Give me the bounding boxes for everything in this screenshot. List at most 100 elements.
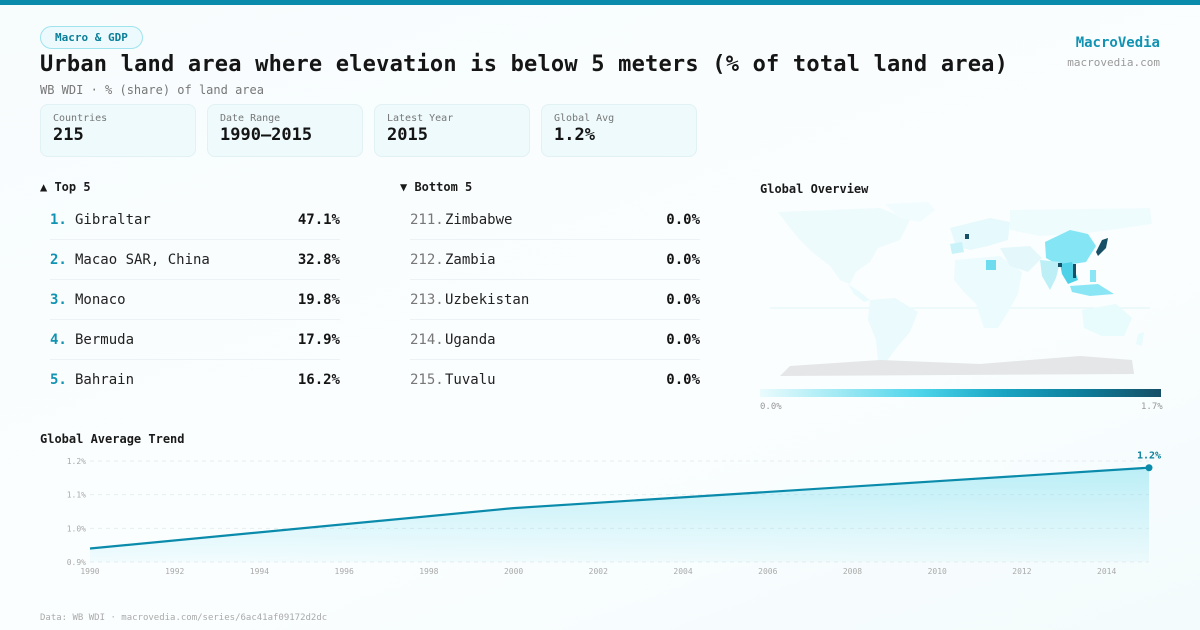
x-tick-label: 1990 bbox=[80, 567, 99, 576]
rank: 5. bbox=[50, 372, 67, 388]
stat-card-latest-year: Latest Year 2015 bbox=[374, 104, 530, 157]
rank: 211. bbox=[410, 211, 444, 228]
world-map[interactable] bbox=[760, 200, 1160, 380]
y-tick-label: 1.1% bbox=[67, 491, 86, 500]
stat-value: 1990–2015 bbox=[220, 125, 313, 145]
scale-min-label: 0.0% bbox=[760, 402, 782, 412]
x-tick-label: 2006 bbox=[758, 567, 777, 576]
country-value: 16.2% bbox=[297, 372, 340, 388]
top5-item[interactable]: 2. Macao SAR, China 32.8% bbox=[50, 240, 340, 280]
y-tick-label: 1.2% bbox=[67, 457, 86, 466]
region-india[interactable] bbox=[1040, 260, 1060, 290]
stat-label: Global Avg bbox=[554, 113, 615, 124]
map-title: Global Overview bbox=[760, 182, 869, 196]
rank: 215. bbox=[410, 372, 444, 388]
region-australia[interactable] bbox=[1082, 304, 1132, 336]
region-china[interactable] bbox=[1045, 230, 1096, 266]
x-tick-label: 2008 bbox=[843, 567, 862, 576]
x-tick-label: 1996 bbox=[335, 567, 354, 576]
y-tick-label: 0.9% bbox=[67, 558, 86, 567]
stat-label: Countries bbox=[53, 113, 108, 124]
country-value: 47.1% bbox=[297, 211, 340, 228]
country-value: 32.8% bbox=[297, 251, 340, 268]
region-antarctica[interactable] bbox=[780, 356, 1134, 376]
top5-item[interactable]: 4. Bermuda 17.9% bbox=[50, 320, 340, 360]
brand-name: MacroVedia bbox=[1075, 35, 1160, 51]
rank: 2. bbox=[50, 251, 67, 268]
trend-title: Global Average Trend bbox=[40, 432, 185, 446]
x-tick-label: 2012 bbox=[1012, 567, 1031, 576]
x-tick-label: 2000 bbox=[504, 567, 523, 576]
region-iberia[interactable] bbox=[950, 242, 964, 254]
bottom5-item[interactable]: 211. Zimbabwe 0.0% bbox=[410, 200, 700, 240]
country-name: Uzbekistan bbox=[445, 291, 530, 308]
stats-row: Countries 215 Date Range 1990–2015 Lates… bbox=[40, 104, 697, 157]
stat-label: Latest Year bbox=[387, 113, 454, 124]
rank: 212. bbox=[410, 251, 444, 268]
stat-label: Date Range bbox=[220, 113, 281, 124]
brand[interactable]: MacroVedia macrovedia.com bbox=[1067, 35, 1160, 69]
page-subtitle: WB WDI · % (share) of land area bbox=[40, 83, 264, 97]
rank: 213. bbox=[410, 291, 444, 308]
bottom5-item[interactable]: 212. Zambia 0.0% bbox=[410, 240, 700, 280]
top5-item[interactable]: 5. Bahrain 16.2% bbox=[50, 360, 340, 400]
footer-source: Data: WB WDI · macrovedia.com/series/6ac… bbox=[40, 613, 328, 623]
map-color-scale bbox=[760, 389, 1161, 397]
region-russia[interactable] bbox=[1010, 208, 1152, 236]
region-central-america[interactable] bbox=[848, 284, 870, 302]
trend-end-label: 1.2% bbox=[1137, 451, 1161, 462]
trend-end-point[interactable] bbox=[1145, 464, 1153, 472]
rank: 3. bbox=[50, 291, 67, 308]
region-japan[interactable] bbox=[1096, 238, 1108, 256]
y-tick-label: 1.0% bbox=[67, 524, 86, 533]
country-name: Macao SAR, China bbox=[75, 251, 210, 268]
bottom5-item[interactable]: 214. Uganda 0.0% bbox=[410, 320, 700, 360]
stat-card-date-range: Date Range 1990–2015 bbox=[207, 104, 363, 157]
bottom5-item[interactable]: 215. Tuvalu 0.0% bbox=[410, 360, 700, 400]
country-name: Zimbabwe bbox=[445, 211, 513, 228]
x-tick-label: 1992 bbox=[165, 567, 184, 576]
region-new-zealand[interactable] bbox=[1136, 332, 1144, 346]
rank: 214. bbox=[410, 331, 444, 348]
trend-line bbox=[89, 466, 1150, 550]
country-name: Bahrain bbox=[75, 372, 135, 388]
region-netherlands[interactable] bbox=[965, 234, 969, 239]
stat-card-global-avg: Global Avg 1.2% bbox=[541, 104, 697, 157]
x-tick-label: 1998 bbox=[419, 567, 438, 576]
region-vietnam[interactable] bbox=[1073, 264, 1076, 278]
bottom5-list: ▼ Bottom 5 211. Zimbabwe 0.0% 212. Zambia 0.0… bbox=[400, 180, 700, 400]
x-tick-label: 2002 bbox=[589, 567, 608, 576]
region-south-america[interactable] bbox=[868, 298, 918, 362]
brand-url: macrovedia.com bbox=[1067, 56, 1160, 69]
stat-value: 1.2% bbox=[554, 125, 595, 145]
country-value: 0.0% bbox=[666, 251, 700, 268]
region-greenland[interactable] bbox=[885, 202, 935, 222]
top5-item[interactable]: 3. Monaco 19.8% bbox=[50, 280, 340, 320]
stat-value: 2015 bbox=[387, 125, 428, 145]
region-middle-east[interactable] bbox=[1000, 246, 1042, 272]
region-north-america[interactable] bbox=[778, 208, 910, 284]
country-name: Bermuda bbox=[75, 331, 135, 348]
stat-card-countries: Countries 215 bbox=[40, 104, 196, 157]
top5-list: ▲ Top 5 1. Gibraltar 47.1% 2. Macao SAR, Chi… bbox=[40, 180, 340, 400]
region-africa[interactable] bbox=[954, 256, 1022, 328]
region-egypt[interactable] bbox=[986, 260, 996, 270]
category-badge[interactable]: Macro & GDP bbox=[40, 26, 143, 49]
top5-item[interactable]: 1. Gibraltar 47.1% bbox=[50, 200, 340, 240]
country-name: Gibraltar bbox=[75, 211, 151, 228]
top5-heading: ▲ Top 5 bbox=[40, 180, 91, 194]
country-value: 19.8% bbox=[297, 291, 340, 308]
country-name: Uganda bbox=[445, 331, 496, 348]
region-europe[interactable] bbox=[950, 218, 1010, 250]
country-name: Monaco bbox=[75, 291, 126, 308]
country-value: 17.9% bbox=[297, 331, 340, 348]
country-name: Zambia bbox=[445, 251, 496, 268]
region-indonesia[interactable] bbox=[1070, 284, 1114, 296]
stat-value: 215 bbox=[53, 125, 84, 145]
region-philippines[interactable] bbox=[1090, 270, 1096, 282]
rank: 4. bbox=[50, 331, 67, 348]
bottom5-item[interactable]: 213. Uzbekistan 0.0% bbox=[410, 280, 700, 320]
country-value: 0.0% bbox=[666, 372, 700, 388]
country-value: 0.0% bbox=[666, 291, 700, 308]
region-bangladesh[interactable] bbox=[1058, 263, 1062, 267]
